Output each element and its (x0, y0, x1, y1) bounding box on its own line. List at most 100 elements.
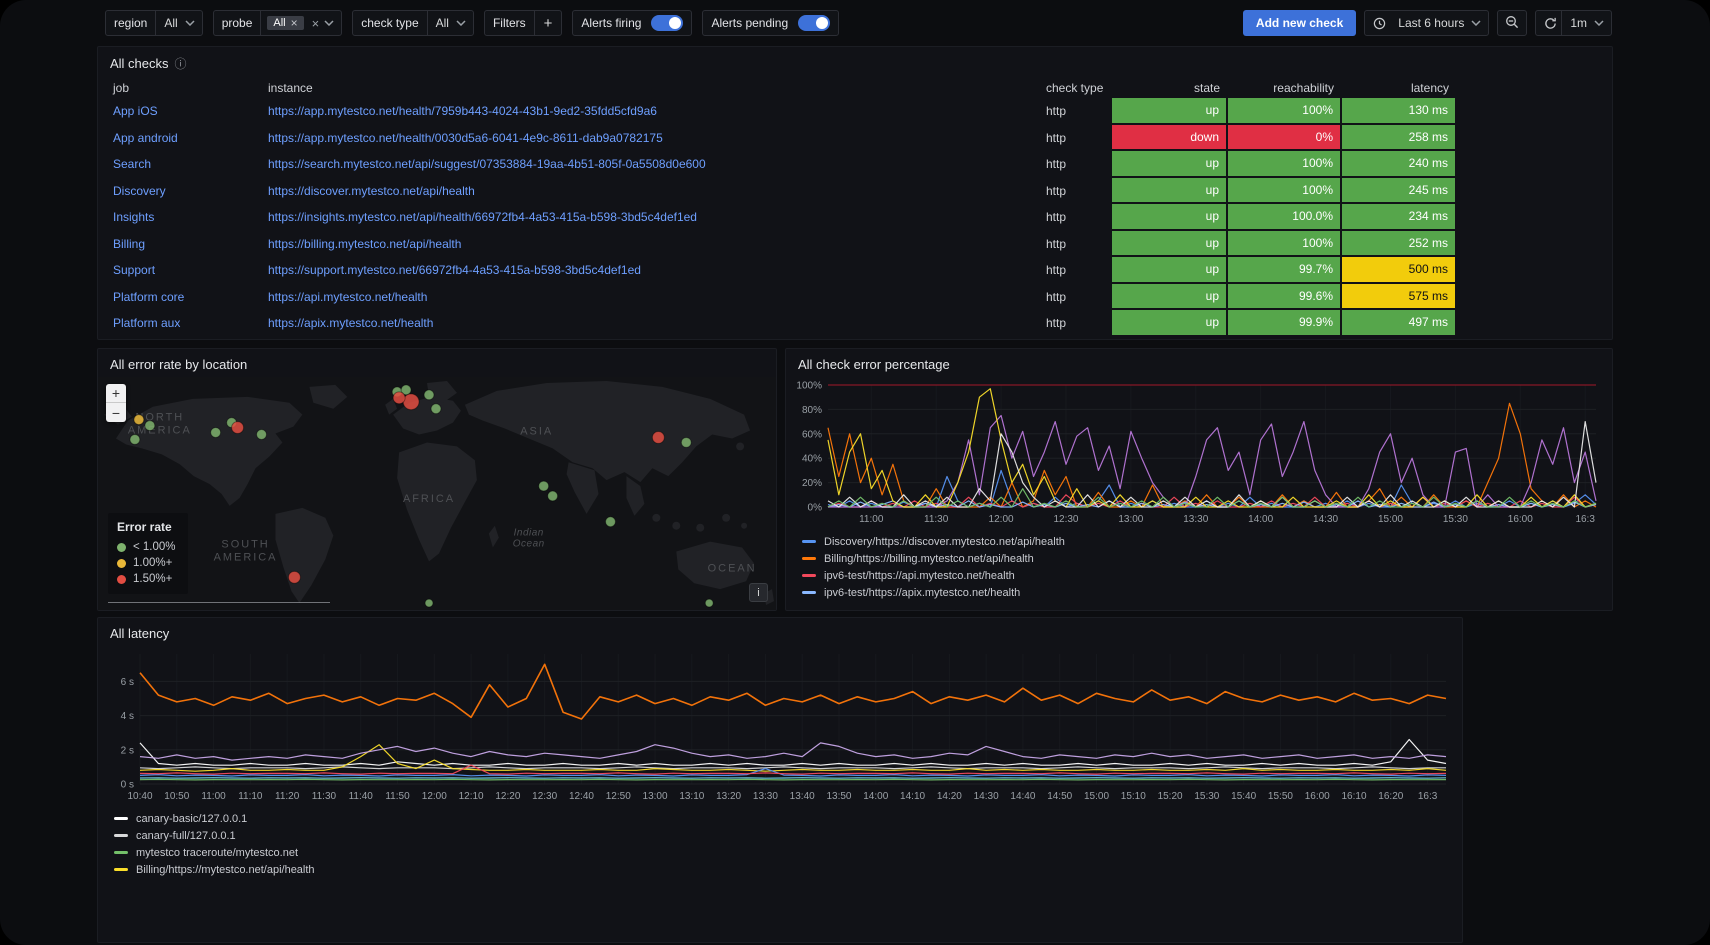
map-marker[interactable] (547, 490, 559, 502)
x-tick-label: 14:10 (900, 791, 925, 802)
column-header-reachability[interactable]: reachability (1273, 81, 1334, 95)
probe-variable[interactable]: probe All × × (212, 10, 343, 36)
map-marker[interactable] (287, 570, 301, 584)
panel-title-map[interactable]: All error rate by location (98, 349, 776, 377)
y-tick-label: 6 s (121, 677, 134, 688)
alerts-firing-control: Alerts firing (572, 10, 693, 36)
instance-link[interactable]: https://search.mytestco.net/api/suggest/… (268, 157, 706, 172)
chevron-down-icon[interactable] (453, 20, 473, 26)
check-type-variable[interactable]: check type All (352, 10, 474, 36)
probe-chip[interactable]: All × (267, 16, 304, 30)
reachability-cell: 0% (1228, 124, 1342, 151)
column-header-state[interactable]: state (1193, 81, 1220, 95)
x-tick-label: 13:00 (643, 791, 668, 802)
legend-item[interactable]: ipv6-test/https://api.mytestco.net/healt… (802, 567, 1612, 584)
remove-chip-icon[interactable]: × (290, 16, 298, 30)
legend-label: < 1.00% (133, 541, 176, 553)
reachability-cell: 99.6% (1228, 283, 1342, 310)
panel-title-all-checks[interactable]: All checks ⓘ (98, 47, 1612, 77)
map-marker[interactable] (402, 393, 420, 411)
chevron-down-icon[interactable] (182, 20, 202, 26)
region-variable[interactable]: region All (105, 10, 203, 36)
legend-item[interactable]: canary-full/127.0.0.1 (114, 827, 1462, 844)
legend-item[interactable]: Billing/https://mytestco.net/api/health (114, 861, 1462, 878)
column-header-latency[interactable]: latency (1410, 81, 1449, 95)
instance-link[interactable]: https://support.mytestco.net/66972fb4-4a… (268, 263, 641, 278)
alerts-firing-toggle[interactable] (651, 15, 684, 31)
map-marker[interactable] (651, 431, 665, 444)
zoom-out-button[interactable]: − (106, 403, 126, 422)
job-link[interactable]: Insights (113, 210, 155, 225)
instance-link[interactable]: https://insights.mytestco.net/api/health… (268, 210, 697, 225)
instance-link[interactable]: https://api.mytestco.net/health (268, 289, 428, 304)
refresh-icon[interactable] (1536, 17, 1561, 30)
instance-link[interactable]: https://discover.mytestco.net/api/health (268, 183, 475, 198)
zoom-out-button[interactable] (1497, 10, 1528, 36)
column-header-job[interactable]: job (113, 81, 130, 95)
time-range-value[interactable]: Last 6 hours (1398, 16, 1465, 30)
map-marker[interactable] (680, 436, 692, 448)
chevron-down-icon[interactable] (1591, 20, 1611, 26)
map-marker[interactable] (400, 384, 412, 396)
job-link[interactable]: Support (113, 263, 156, 278)
job-link[interactable]: App iOS (113, 104, 158, 119)
legend-item[interactable]: Discovery/https://discover.mytestco.net/… (802, 533, 1612, 550)
map-marker[interactable] (231, 421, 245, 435)
map-marker[interactable] (538, 480, 550, 492)
map-marker[interactable] (129, 434, 141, 445)
legend-item[interactable]: Billing/https://billing.mytestco.net/api… (802, 550, 1612, 567)
legend-label: ipv6-test/https://apix.mytestco.net/heal… (824, 586, 1021, 599)
filters-control[interactable]: Filters + (483, 10, 563, 36)
x-tick-label: 16:00 (1508, 514, 1533, 525)
legend-item[interactable]: mytestco traceroute/mytestco.net (114, 844, 1462, 861)
map-marker[interactable] (256, 429, 268, 440)
map-marker[interactable] (605, 516, 616, 528)
map-marker[interactable] (704, 598, 714, 608)
instance-link[interactable]: https://billing.mytestco.net/api/health (268, 236, 462, 251)
job-link[interactable]: Platform core (113, 289, 185, 304)
instance-cell: https://discover.mytestco.net/api/health (261, 178, 1039, 205)
alerts-pending-toggle[interactable] (798, 15, 831, 31)
column-header-check-type[interactable]: check type (1046, 81, 1104, 95)
info-icon[interactable]: ⓘ (174, 57, 187, 71)
map-marker[interactable] (430, 403, 442, 415)
panel-title-latency[interactable]: All latency (98, 618, 1462, 646)
series-line (139, 777, 1447, 779)
job-link[interactable]: Search (113, 157, 152, 172)
job-link[interactable]: Billing (113, 236, 146, 251)
add-filter-icon[interactable]: + (543, 14, 553, 32)
refresh-control[interactable]: 1m (1535, 10, 1612, 36)
add-new-check-button[interactable]: Add new check (1242, 10, 1357, 36)
job-link[interactable]: Platform aux (113, 316, 181, 331)
chevron-down-icon[interactable] (321, 20, 341, 26)
clear-selection-icon[interactable]: × (311, 15, 320, 31)
job-link[interactable]: Discovery (113, 183, 166, 198)
instance-cell: https://apix.mytestco.net/health (261, 310, 1039, 337)
refresh-interval-value[interactable]: 1m (1570, 16, 1587, 30)
map-marker[interactable] (392, 391, 406, 405)
time-range-picker[interactable]: Last 6 hours (1364, 10, 1490, 36)
map-marker[interactable] (144, 420, 156, 432)
map-attribution-icon[interactable]: i (749, 583, 768, 602)
legend-item[interactable]: ipv6-test/https://apix.mytestco.net/heal… (802, 584, 1612, 601)
instance-link[interactable]: https://app.mytestco.net/health/7959b443… (268, 104, 657, 119)
region-value[interactable]: All (164, 16, 178, 30)
map-marker[interactable] (210, 427, 222, 438)
map-marker[interactable] (424, 598, 434, 608)
instance-link[interactable]: https://app.mytestco.net/health/0030d5a6… (268, 130, 663, 145)
series-line (827, 388, 1597, 508)
world-map[interactable]: NORTH AMERICA ASIA AFRICA SOUTH AMERICA Indian… (98, 377, 776, 610)
panel-title-error[interactable]: All check error percentage (786, 349, 1612, 377)
chevron-down-icon[interactable] (1468, 20, 1488, 26)
legend-item[interactable]: canary-basic/127.0.0.1 (114, 810, 1462, 827)
job-link[interactable]: App android (113, 130, 178, 145)
zoom-in-button[interactable]: + (106, 384, 126, 403)
reachability-cell: 100% (1228, 98, 1342, 125)
instance-link[interactable]: https://apix.mytestco.net/health (268, 316, 434, 331)
x-tick-label: 14:30 (1313, 514, 1338, 525)
error-chart-legend: Discovery/https://discover.mytestco.net/… (802, 533, 1612, 601)
map-marker[interactable] (133, 414, 145, 426)
check-type-value[interactable]: All (435, 16, 449, 30)
map-marker[interactable] (423, 389, 435, 401)
column-header-instance[interactable]: instance (268, 81, 313, 95)
